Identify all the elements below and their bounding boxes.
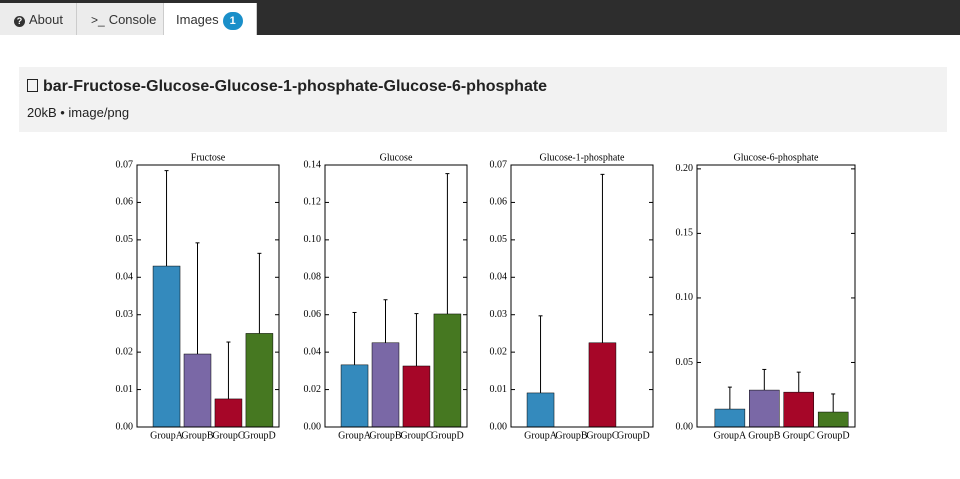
y-tick-label: 0.02 [490, 346, 508, 357]
tab-label: Console [108, 12, 157, 27]
y-tick-label: 0.07 [490, 159, 508, 170]
tab-console[interactable]: >_ Console [77, 3, 164, 35]
bar [183, 353, 212, 428]
y-tick-label: 0.04 [304, 346, 322, 357]
y-tick-label: 0.05 [116, 234, 134, 245]
bar [214, 398, 243, 428]
bar [526, 392, 555, 428]
x-tick-label: GroupD [617, 430, 650, 441]
y-tick-label: 0.05 [676, 357, 694, 368]
charts: Fructose 0.00 0.01 0.02 0.03 0.04 0.05 0.06 0.07… [116, 152, 856, 441]
x-tick-label: GroupB [748, 430, 781, 441]
y-tick-label: 0.05 [490, 234, 508, 245]
x-tick-label: GroupB [369, 430, 402, 441]
x-tick-label: GroupB [181, 430, 214, 441]
bar [340, 364, 369, 428]
bar [402, 365, 431, 428]
x-tick-label: GroupD [243, 430, 276, 441]
bar [588, 342, 617, 428]
y-tick-label: 0.04 [490, 272, 508, 283]
y-tick-label: 0.00 [676, 421, 694, 432]
icon [27, 79, 38, 92]
plot-frame [696, 164, 856, 428]
y-tick-label: 0.20 [676, 163, 694, 174]
badge: 1 [222, 12, 243, 30]
bar [714, 408, 746, 428]
y-tick-label: 0.06 [490, 197, 508, 208]
chart-title: Fructose [191, 152, 226, 163]
x-tick-label: GroupA [338, 430, 372, 441]
y-tick-label: 0.12 [304, 197, 322, 208]
x-tick-label: GroupA [150, 430, 184, 441]
tab-label: About [29, 12, 63, 27]
y-tick-label: 0.14 [304, 159, 322, 170]
bar [783, 391, 815, 428]
bar [245, 333, 274, 428]
x-tick-label: GroupA [713, 430, 747, 441]
file-panel: bar-Fructose-Glucose-Glucose-1-phosphate… [19, 67, 947, 132]
chart-title: Glucose [380, 152, 413, 163]
x-tick-label: GroupC [400, 430, 433, 441]
bar [433, 313, 462, 428]
y-tick-label: 0.01 [116, 384, 134, 395]
tab-images[interactable]: Images 1 [164, 3, 257, 35]
plot-frame [136, 164, 280, 428]
x-tick-label: GroupD [817, 430, 850, 441]
y-tick-label: 0.10 [676, 292, 694, 303]
y-tick-label: 0.02 [304, 384, 322, 395]
icon: ? [14, 16, 25, 27]
x-tick-label: GroupC [212, 430, 245, 441]
bar [817, 411, 849, 428]
y-tick-label: 0.08 [304, 272, 322, 283]
file-title-row: bar-Fructose-Glucose-Glucose-1-phosphate… [27, 78, 547, 96]
y-tick-label: 0.06 [304, 309, 322, 320]
chart-title: Glucose-6-phosphate [734, 152, 820, 163]
y-tick-label: 0.02 [116, 346, 134, 357]
plot-frame [324, 164, 468, 428]
y-tick-label: 0.00 [304, 421, 322, 432]
y-tick-label: 0.10 [304, 234, 322, 245]
icon: >_ [91, 13, 105, 27]
x-tick-label: GroupB [555, 430, 588, 441]
tab-label: Images [176, 12, 219, 27]
y-tick-label: 0.03 [116, 309, 134, 320]
y-tick-label: 0.00 [116, 421, 134, 432]
y-tick-label: 0.15 [676, 228, 694, 239]
y-tick-label: 0.03 [490, 309, 508, 320]
x-tick-label: GroupC [783, 430, 816, 441]
tab-about[interactable]: ? About [0, 3, 77, 35]
y-tick-label: 0.04 [116, 272, 134, 283]
x-tick-label: GroupC [586, 430, 619, 441]
bar [371, 342, 400, 428]
chart-title: Glucose-1-phosphate [540, 152, 626, 163]
tab-bar: ? About >_ Console Images 1 [0, 0, 960, 35]
x-tick-label: GroupA [524, 430, 558, 441]
bar [152, 265, 181, 428]
y-tick-label: 0.00 [490, 421, 508, 432]
x-tick-label: GroupD [431, 430, 464, 441]
file-title: bar-Fructose-Glucose-Glucose-1-phosphate… [43, 78, 548, 95]
y-tick-label: 0.07 [116, 159, 134, 170]
file-meta: 20kB • image/png [27, 105, 130, 120]
y-tick-label: 0.01 [490, 384, 508, 395]
plot-frame [510, 164, 654, 428]
bar [749, 389, 780, 428]
y-tick-label: 0.06 [116, 197, 134, 208]
